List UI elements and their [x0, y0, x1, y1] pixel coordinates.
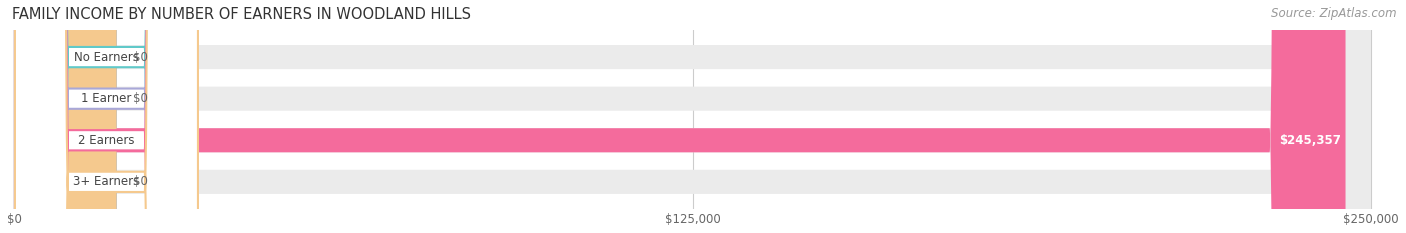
Text: $0: $0 — [134, 92, 148, 105]
Text: $0: $0 — [134, 175, 148, 188]
Text: No Earners: No Earners — [75, 51, 139, 64]
FancyBboxPatch shape — [15, 0, 1371, 233]
FancyBboxPatch shape — [15, 0, 198, 233]
FancyBboxPatch shape — [15, 0, 1371, 233]
FancyBboxPatch shape — [15, 0, 1371, 233]
Text: 3+ Earners: 3+ Earners — [73, 175, 139, 188]
Text: Source: ZipAtlas.com: Source: ZipAtlas.com — [1271, 7, 1396, 20]
FancyBboxPatch shape — [15, 0, 117, 233]
Text: 2 Earners: 2 Earners — [79, 134, 135, 147]
FancyBboxPatch shape — [15, 0, 1371, 233]
FancyBboxPatch shape — [15, 0, 198, 233]
FancyBboxPatch shape — [15, 0, 117, 233]
Text: $245,357: $245,357 — [1279, 134, 1341, 147]
Text: 1 Earner: 1 Earner — [82, 92, 132, 105]
Text: FAMILY INCOME BY NUMBER OF EARNERS IN WOODLAND HILLS: FAMILY INCOME BY NUMBER OF EARNERS IN WO… — [13, 7, 471, 22]
FancyBboxPatch shape — [15, 0, 117, 233]
Text: $0: $0 — [134, 51, 148, 64]
FancyBboxPatch shape — [15, 0, 198, 233]
FancyBboxPatch shape — [15, 0, 1346, 233]
FancyBboxPatch shape — [15, 0, 198, 233]
